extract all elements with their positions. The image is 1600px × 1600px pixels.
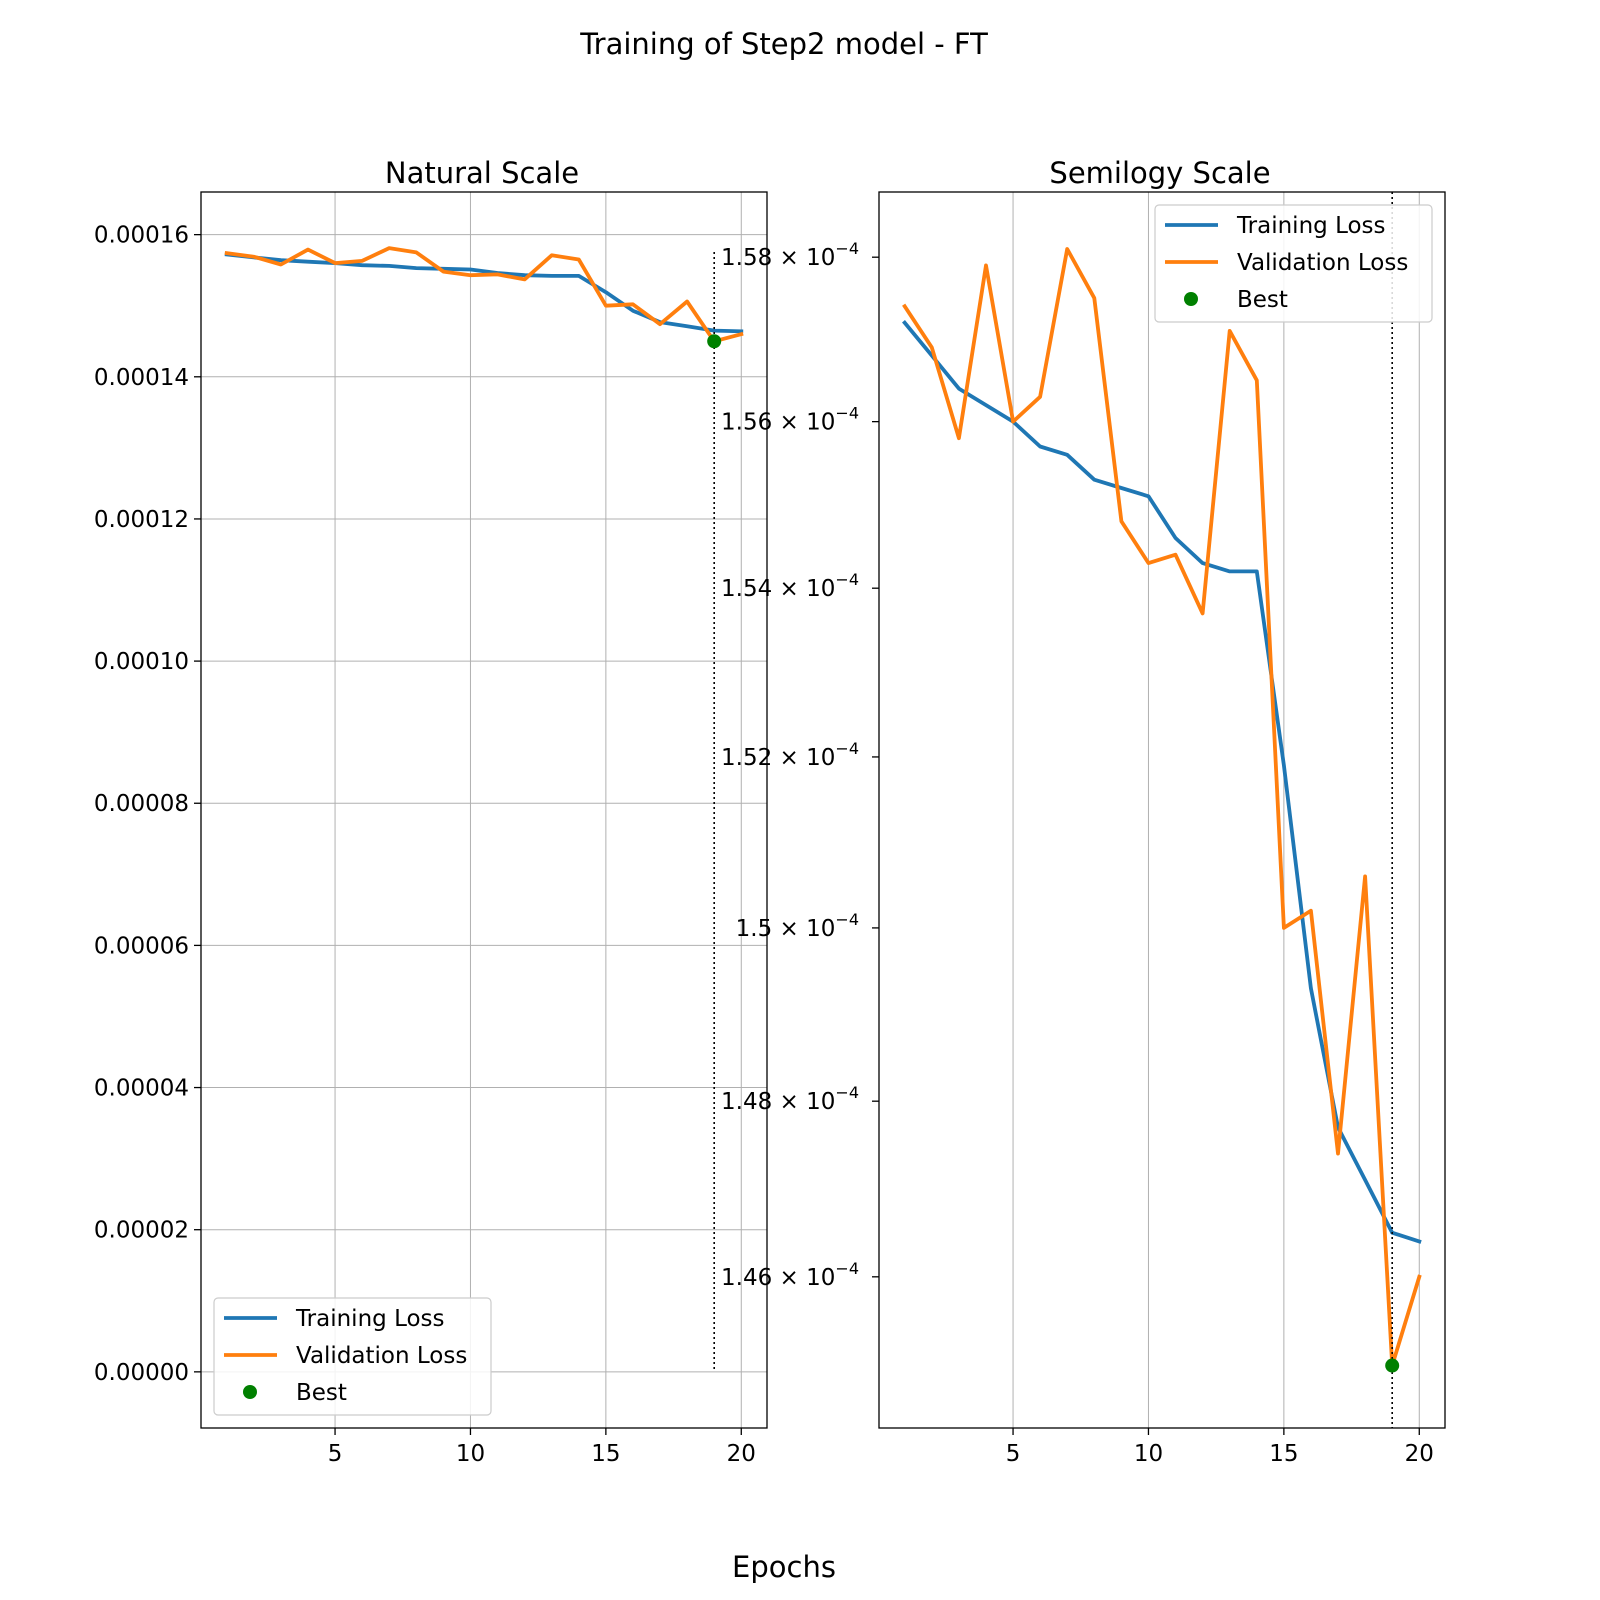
natural-best-point: [707, 334, 722, 349]
semilogy-legend: Training Loss Validation Loss Best: [1154, 204, 1433, 323]
semilogy-plot-area: [902, 192, 1422, 1428]
legend-label-validation: Validation Loss: [296, 1343, 467, 1369]
legend-label-validation: Validation Loss: [1237, 250, 1408, 276]
natural-y-tick-label: 0.00008: [94, 791, 189, 817]
natural-y-tick-label: 0.00010: [94, 649, 189, 675]
semilogy-axes-frame: [878, 191, 1446, 1429]
legend-label-best: Best: [296, 1380, 347, 1406]
semilogy-y-tick-label: 1.46 × 10−4: [721, 1259, 859, 1291]
natural-y-tick-label: 0.00016: [94, 223, 189, 249]
legend-box: [213, 1297, 492, 1416]
natural-y-tick-label: 0.00012: [94, 507, 189, 533]
natural-x-tick-label: 5: [328, 1441, 343, 1467]
legend-label-best: Best: [1237, 287, 1288, 313]
legend-box: [1154, 204, 1433, 323]
semilogy-y-tick-label: 1.48 × 10−4: [721, 1083, 859, 1115]
natural-axes-frame: [200, 191, 768, 1429]
natural-x-tick-label: 10: [456, 1441, 485, 1467]
semilogy-best-point: [1385, 1358, 1400, 1373]
semilogy-x-tick-label: 5: [1006, 1441, 1021, 1467]
semilogy-y-tick-label: 1.5 × 10−4: [736, 910, 859, 942]
figure-title: Training of Step2 model - FT: [579, 27, 988, 61]
semilogy-x-tick-label: 15: [1269, 1441, 1298, 1467]
x-axis-label: Epochs: [732, 1550, 836, 1584]
semilogy-x-tick-label: 10: [1134, 1441, 1163, 1467]
natural-y-tick-label: 0.00006: [94, 933, 189, 959]
validation-loss-line: [224, 246, 744, 344]
natural-y-tick-label: 0.00000: [94, 1360, 189, 1386]
semilogy-y-tick-label: 1.54 × 10−4: [721, 570, 859, 602]
semilogy-y-tick-label: 1.56 × 10−4: [721, 404, 859, 436]
validation-loss-line: [902, 247, 1422, 1368]
natural-legend: Training Loss Validation Loss Best: [213, 1297, 492, 1416]
semilogy-y-tick-label: 1.52 × 10−4: [721, 739, 859, 771]
legend-swatch-best: [243, 1385, 257, 1399]
natural-y-tick-label: 0.00014: [94, 365, 189, 391]
natural-x-tick-label: 15: [591, 1441, 620, 1467]
natural-scale-panel: Natural Scale 5 10 15 20 0.00000 0.00002 0.000…: [94, 156, 768, 1467]
semilogy-scale-panel: Semilogy Scale 5 10 15 20 1.46 × 10−4 1.48 × …: [721, 156, 1446, 1467]
legend-label-training: Training Loss: [1236, 213, 1386, 239]
semilogy-x-tick-label: 20: [1405, 1441, 1434, 1467]
natural-y-tick-label: 0.00002: [94, 1218, 189, 1244]
natural-x-tick-label: 20: [727, 1441, 756, 1467]
legend-label-training: Training Loss: [295, 1306, 445, 1332]
natural-y-tick-label: 0.00004: [94, 1076, 189, 1102]
semilogy-scale-title: Semilogy Scale: [1049, 156, 1270, 190]
semilogy-y-tick-label: 1.58 × 10−4: [721, 239, 859, 271]
natural-plot-area: [224, 246, 744, 344]
natural-scale-title: Natural Scale: [385, 156, 579, 190]
legend-swatch-best: [1184, 292, 1198, 306]
